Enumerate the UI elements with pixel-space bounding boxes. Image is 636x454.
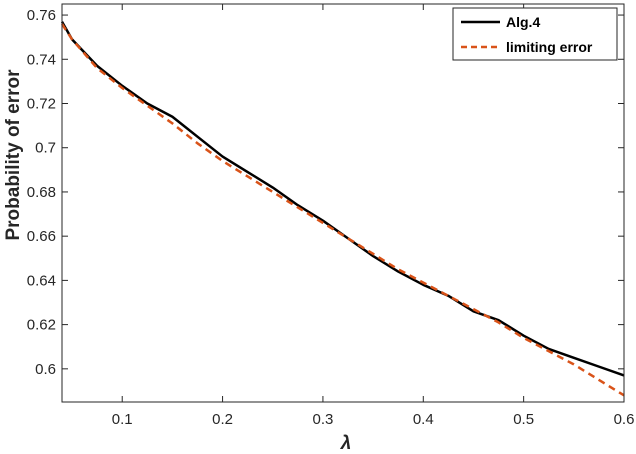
x-tick-label: 0.6 — [614, 411, 635, 428]
legend-label-limiting-error: limiting error — [506, 39, 593, 55]
plot-area — [62, 4, 624, 402]
y-tick-label: 0.74 — [27, 51, 56, 68]
plot-box — [61, 3, 625, 403]
series-layer — [60, 21, 625, 397]
x-axis-label: λ — [340, 433, 352, 454]
series-line-alg-4 — [60, 21, 625, 377]
y-tick-label: 0.76 — [27, 7, 56, 24]
legend-label-alg4: Alg.4 — [506, 14, 540, 30]
y-tick-label: 0.64 — [27, 272, 56, 289]
y-tick-label: 0.72 — [27, 96, 56, 113]
y-tick-label: 0.7 — [35, 140, 56, 157]
series-line-limiting-error — [60, 23, 625, 397]
x-tick-label: 0.1 — [112, 411, 133, 428]
y-tick-label: 0.62 — [27, 317, 56, 334]
x-tick-label: 0.3 — [312, 411, 333, 428]
legend-box — [452, 7, 618, 61]
y-tick-label: 0.68 — [27, 184, 56, 201]
x-tick-label: 0.4 — [413, 411, 434, 428]
y-ticks: 0.6 0.62 0.64 0.66 0.68 0.7 0.72 0.74 0.76 — [27, 7, 624, 378]
x-tick-label: 0.2 — [212, 411, 233, 428]
x-ticks: 0.1 0.2 0.3 0.4 0.5 0.6 — [112, 4, 635, 428]
y-axis-label: Probability of error — [3, 69, 24, 241]
legend: Alg.4 limiting error — [452, 7, 618, 61]
x-tick-label: 0.5 — [513, 411, 534, 428]
y-tick-label: 0.6 — [35, 361, 56, 378]
y-tick-label: 0.66 — [27, 228, 56, 245]
